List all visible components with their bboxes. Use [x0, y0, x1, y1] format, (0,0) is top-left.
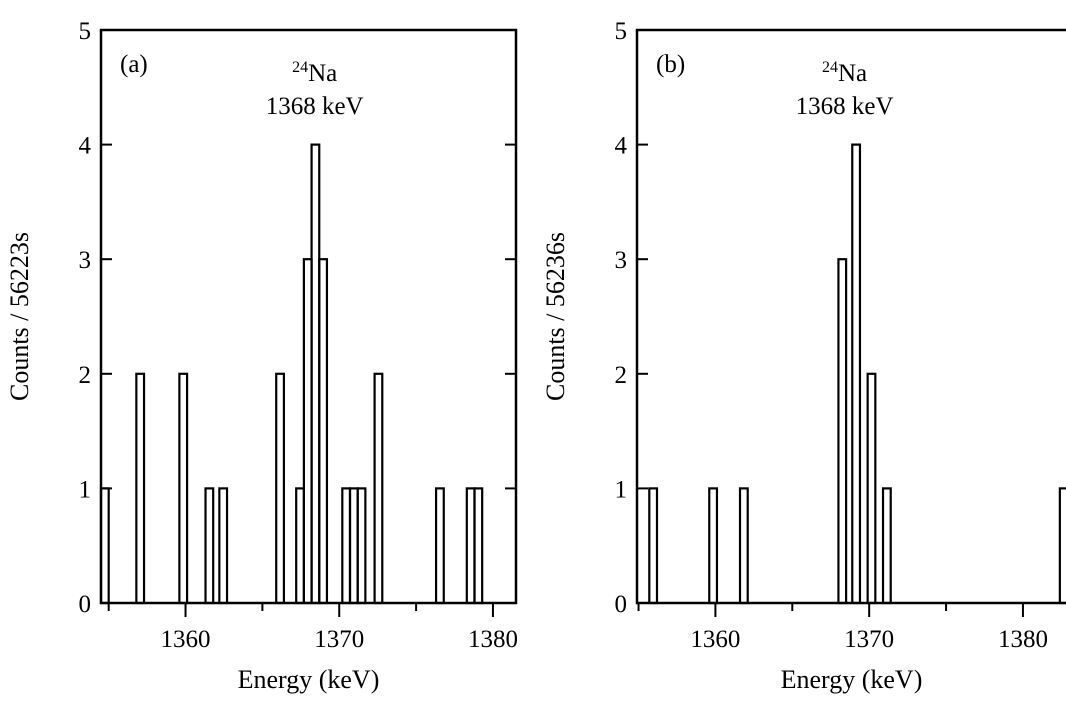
x-axis-title: Energy (keV) — [781, 665, 923, 694]
y-tick-label-1: 1 — [615, 476, 628, 503]
x-tick-label-2: 1380 — [468, 626, 518, 653]
histogram-bar-2 — [178, 372, 189, 605]
panel-b: 0 1 2 3 4 5 1360 1370 1380 Energy (keV) Counts / 5… — [541, 18, 1066, 694]
histogram-bar-16 — [473, 487, 484, 605]
y-axis-title: Counts / 56223s — [5, 232, 34, 401]
histogram-bar-8 — [310, 143, 321, 605]
histogram-bar-15 — [465, 487, 476, 605]
histogram-bar-3 — [204, 487, 215, 605]
x-tick-label-2: 1380 — [998, 626, 1048, 653]
x-tick-label-0: 1360 — [161, 626, 211, 653]
histogram-bar-7 — [302, 258, 313, 605]
histogram-bar-4 — [851, 143, 862, 605]
y-tick-label-3: 3 — [615, 247, 628, 274]
isotope-symbol: Na — [838, 60, 867, 87]
isotope-symbol: Na — [308, 60, 337, 87]
histogram-bar-0 — [648, 487, 659, 605]
y-tick-label-2: 2 — [79, 362, 92, 389]
histogram-bar-9 — [318, 258, 329, 605]
peak-energy-annotation: 1368 keV — [266, 93, 364, 120]
histogram-bar-11 — [348, 487, 359, 605]
y-tick-label-5: 5 — [79, 18, 92, 45]
histogram-bar-10 — [341, 487, 352, 605]
panel-label-b: (b) — [656, 51, 685, 78]
y-tick-label-5: 5 — [615, 18, 628, 45]
x-axis-title: Energy (keV) — [238, 665, 380, 694]
histogram-bar-14 — [434, 487, 445, 605]
histogram-bar-3 — [837, 258, 848, 605]
histogram-bar-7 — [1058, 487, 1066, 605]
histogram-bar-1 — [135, 372, 146, 605]
histogram-bar-6 — [881, 487, 892, 605]
y-tick-label-0: 0 — [615, 591, 628, 618]
isotope-mass-number: 24 — [292, 59, 308, 76]
peak-energy-annotation: 1368 keV — [796, 93, 894, 120]
y-tick-label-0: 0 — [79, 591, 92, 618]
isotope-mass-number: 24 — [822, 59, 838, 76]
y-tick-label-4: 4 — [79, 133, 92, 160]
y-tick-label-4: 4 — [615, 133, 628, 160]
x-tick-label-0: 1360 — [690, 626, 740, 653]
histogram-bar-13 — [373, 372, 384, 605]
histogram-bar-1 — [708, 487, 719, 605]
panel-a: 0 1 2 3 4 5 1360 1370 1380 Energy (keV) Counts / 5… — [5, 18, 518, 694]
panel-label-a: (a) — [120, 51, 148, 78]
y-tick-label-2: 2 — [615, 362, 628, 389]
y-tick-label-1: 1 — [79, 476, 92, 503]
histogram-bar-12 — [356, 487, 367, 605]
histogram-bar-2 — [738, 487, 749, 605]
histogram-bar-5 — [275, 372, 286, 605]
y-tick-label-3: 3 — [79, 247, 92, 274]
isotope-annotation: 24Na — [292, 59, 337, 87]
x-tick-label-1: 1370 — [844, 626, 894, 653]
y-axis-title: Counts / 56236s — [541, 232, 570, 401]
isotope-annotation: 24Na — [822, 59, 867, 87]
histogram-bar-4 — [218, 487, 229, 605]
x-tick-label-1: 1370 — [314, 626, 364, 653]
histogram-bar-6 — [295, 487, 305, 605]
histogram-bar-5 — [866, 372, 877, 605]
